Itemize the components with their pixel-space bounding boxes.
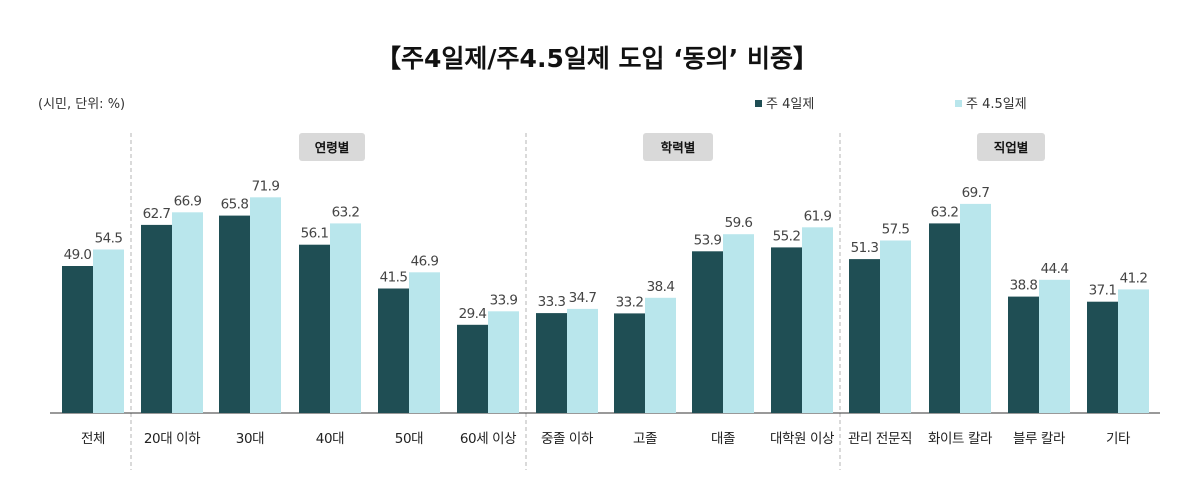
bar-4day <box>378 288 409 413</box>
legend: 주 4일제 주 4.5일제 <box>755 97 1027 112</box>
value-label-4-5day: 33.9 <box>490 292 518 308</box>
value-label-4-5day: 38.4 <box>647 279 675 295</box>
bar-4-5day <box>172 212 203 413</box>
value-label-4-5day: 59.6 <box>725 215 753 231</box>
bar-4day <box>849 259 880 413</box>
bar-4day <box>771 247 802 413</box>
bar-4day <box>692 251 723 413</box>
value-label-4day: 41.5 <box>380 270 408 286</box>
bar-4-5day <box>250 197 281 413</box>
value-labels: 49.054.562.766.9 65.871.956.163.241.546.9… <box>64 178 1148 321</box>
chart-title: 【주4일제/주4.5일제 도입 ‘동의’ 비중】 <box>376 44 818 73</box>
category-label: 40대 <box>316 431 344 447</box>
legend-swatch-4-5day <box>955 100 962 107</box>
value-label-4day: 37.1 <box>1089 283 1117 299</box>
value-label-4day: 49.0 <box>64 247 92 263</box>
group-header-box-occupation <box>977 133 1045 161</box>
category-label: 관리 전문직 <box>848 431 912 447</box>
bars <box>62 197 1149 413</box>
bar-4-5day <box>645 297 676 413</box>
bar-4day <box>141 224 172 413</box>
group-header-box-age <box>299 133 365 161</box>
group-header-occupation: 직업별 <box>994 140 1029 155</box>
category-label: 20대 이하 <box>144 431 201 447</box>
value-label-4day: 33.2 <box>616 294 644 310</box>
value-label-4-5day: 63.2 <box>332 204 360 220</box>
group-headers: 연령별 학력별 직업별 <box>299 133 1045 161</box>
bar-4day <box>219 215 250 413</box>
bar-4-5day <box>880 240 911 413</box>
category-label: 대졸 <box>711 431 735 447</box>
category-label: 50대 <box>395 431 423 447</box>
bar-4day <box>457 324 488 413</box>
group-dividers <box>130 133 841 470</box>
category-label: 기타 <box>1106 431 1131 447</box>
category-label: 블루 칼라 <box>1013 431 1066 447</box>
bar-4day <box>536 313 567 413</box>
group-header-education: 학력별 <box>661 140 696 155</box>
value-label-4-5day: 71.9 <box>252 178 280 194</box>
group-header-age: 연령별 <box>315 140 350 155</box>
value-label-4day: 33.3 <box>538 294 566 310</box>
category-label: 대학원 이상 <box>770 431 834 447</box>
category-label: 전체 <box>81 431 105 447</box>
bar-4day <box>1087 301 1118 413</box>
bar-4day <box>299 244 330 413</box>
category-label: 30대 <box>236 431 264 447</box>
value-label-4-5day: 44.4 <box>1041 261 1069 277</box>
legend-label-4-5day: 주 4.5일제 <box>966 97 1027 112</box>
bar-4-5day <box>1039 279 1070 413</box>
category-label: 고졸 <box>633 431 657 447</box>
value-label-4day: 53.9 <box>694 232 722 248</box>
category-label: 중졸 이하 <box>541 431 594 447</box>
value-label-4day: 65.8 <box>221 197 249 213</box>
legend-swatch-4day <box>755 100 762 107</box>
bar-4day <box>1008 296 1039 413</box>
bar-4-5day <box>1118 289 1149 413</box>
value-label-4-5day: 66.9 <box>174 193 202 209</box>
value-label-4day: 63.2 <box>931 204 959 220</box>
bar-4-5day <box>723 234 754 413</box>
category-label: 60세 이상 <box>460 431 516 447</box>
value-label-4day: 51.3 <box>851 240 879 256</box>
value-label-4-5day: 61.9 <box>804 208 832 224</box>
category-labels: 전체 20대 이하 30대 40대 50대 60세 이상 중졸 이하 고졸 대졸 대학원 이상 관리… <box>81 431 1131 447</box>
bar-4-5day <box>93 249 124 413</box>
bar-4-5day <box>802 227 833 413</box>
value-label-4day: 56.1 <box>301 226 329 242</box>
value-label-4-5day: 46.9 <box>411 253 439 269</box>
value-label-4-5day: 34.7 <box>569 290 597 306</box>
value-label-4-5day: 54.5 <box>95 231 123 247</box>
value-label-4day: 62.7 <box>143 206 171 222</box>
unit-note: (시민, 단위: %) <box>38 97 125 112</box>
bar-4-5day <box>488 311 519 413</box>
group-header-box-education <box>643 133 713 161</box>
category-label: 화이트 칼라 <box>928 431 993 447</box>
value-label-4day: 38.8 <box>1010 278 1038 294</box>
value-label-4day: 29.4 <box>459 306 487 322</box>
value-label-4day: 55.2 <box>773 228 801 244</box>
bar-4day <box>614 313 645 413</box>
bar-4day <box>929 223 960 413</box>
value-label-4-5day: 57.5 <box>882 222 910 238</box>
value-label-4-5day: 69.7 <box>962 185 990 201</box>
bar-4-5day <box>409 272 440 413</box>
legend-label-4day: 주 4일제 <box>766 97 814 112</box>
bar-4day <box>62 266 93 413</box>
bar-4-5day <box>960 203 991 413</box>
bar-4-5day <box>330 223 361 413</box>
bar-4-5day <box>567 308 598 413</box>
value-label-4-5day: 41.2 <box>1120 270 1148 286</box>
